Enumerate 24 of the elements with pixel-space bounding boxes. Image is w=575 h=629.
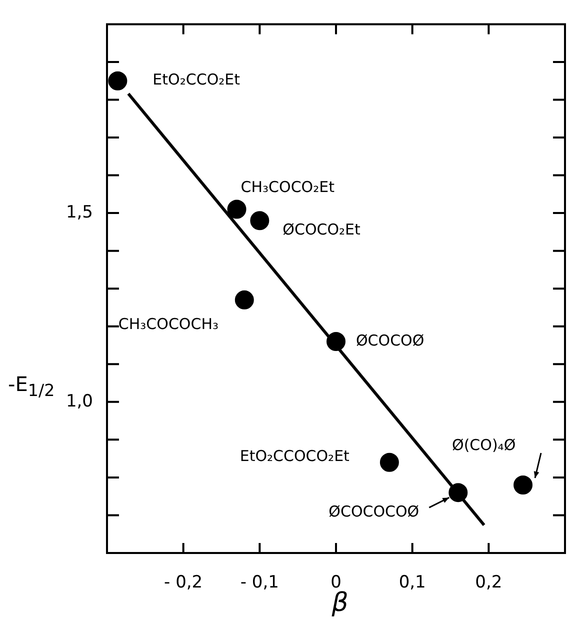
- point: [250, 211, 270, 230]
- x-axis-title: β: [330, 588, 350, 618]
- x-tick-label: 0,2: [475, 572, 502, 593]
- x-tick-label: 0,1: [398, 572, 426, 593]
- point: [108, 71, 128, 90]
- annotation: ØCOCOCOØ: [328, 502, 420, 520]
- point: [234, 290, 254, 310]
- x-tick-label: - 0,2: [164, 572, 203, 593]
- point: [326, 332, 346, 351]
- annotation: CH₃COCO₂Et: [240, 178, 335, 196]
- annotation: Ø(CO)₄Ø: [452, 436, 516, 454]
- y-axis-title: -E$_{1/2}$: [8, 372, 55, 400]
- annotation: ØCOCO₂Et: [282, 220, 361, 238]
- annotation: CH₃COCOCH₃: [118, 314, 218, 333]
- annotation: EtO₂CCOCO₂Et: [240, 447, 350, 466]
- point: [227, 200, 246, 219]
- annotation: EtO₂CCO₂Et: [152, 70, 240, 89]
- y-tick-label: 1,5: [66, 202, 93, 222]
- x-tick-label: - 0,1: [240, 572, 279, 593]
- annotation: ØCOCOØ: [356, 331, 424, 350]
- point: [380, 452, 399, 472]
- point: [514, 476, 533, 495]
- point: [448, 483, 468, 502]
- y-tick-label: 1,0: [66, 391, 93, 412]
